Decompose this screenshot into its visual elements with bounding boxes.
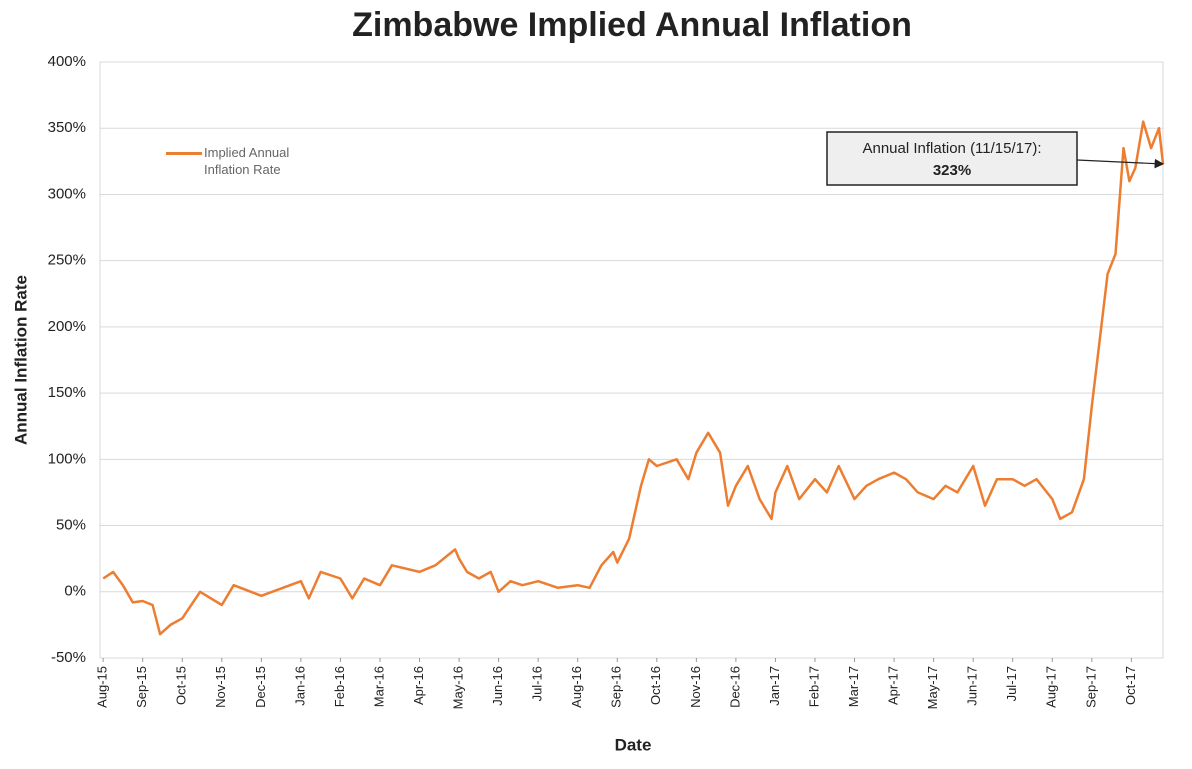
x-tick-label: May-16 [451, 666, 466, 709]
y-tick-label: 0% [64, 583, 86, 600]
y-tick-label: 150% [48, 384, 86, 401]
legend-label: Implied Annual Inflation Rate [204, 145, 290, 177]
x-tick-label: Jan-17 [767, 666, 782, 706]
y-tick-label: 400% [48, 53, 86, 70]
y-tick-label: 100% [48, 450, 86, 467]
x-tick-label: Jul-16 [530, 666, 545, 701]
y-tick-label: 50% [56, 517, 86, 534]
annotation-text: Annual Inflation (11/15/17): [862, 140, 1041, 157]
x-tick-label: May-17 [925, 666, 940, 709]
x-axis-label: Date [615, 735, 652, 754]
annotation-arrow [1076, 158, 1165, 169]
x-tick-label: Apr-17 [886, 666, 901, 705]
x-tick-label: Apr-16 [411, 666, 426, 705]
x-tick-label: Oct-15 [174, 666, 189, 705]
x-tick-label: Sep-17 [1083, 666, 1098, 708]
x-tick-label: Dec-16 [727, 666, 742, 708]
y-axis-label: Annual Inflation Rate [11, 275, 30, 445]
x-tick-label: Oct-16 [648, 666, 663, 705]
y-tick-label: 200% [48, 318, 86, 335]
x-tick-label: Aug-17 [1044, 666, 1059, 708]
annotation-value: 323% [933, 162, 971, 179]
y-tick-label: 250% [48, 252, 86, 269]
x-tick-label: Dec-15 [253, 666, 268, 708]
x-tick-label: Feb-17 [806, 666, 821, 707]
x-tick-label: Mar-17 [846, 666, 861, 707]
x-tick-label: Sep-15 [134, 666, 149, 708]
y-tick-label: 350% [48, 119, 86, 136]
x-tick-label: Sep-16 [609, 666, 624, 708]
legend-swatch [166, 152, 202, 155]
x-tick-label: Jun-17 [965, 666, 980, 706]
x-tick-label: Mar-16 [371, 666, 386, 707]
x-tick-label: Feb-16 [332, 666, 347, 707]
x-tick-label: Jan-16 [292, 666, 307, 706]
y-tick-label: -50% [51, 649, 86, 666]
x-tick-label: Oct-17 [1123, 666, 1138, 705]
x-tick-label: Aug-15 [95, 666, 110, 708]
series-line [102, 120, 1165, 636]
chart-title: Zimbabwe Implied Annual Inflation [352, 6, 912, 44]
x-tick-label: Nov-15 [213, 666, 228, 708]
x-tick-label: Aug-16 [569, 666, 584, 708]
x-tick-label: Jun-16 [490, 666, 505, 706]
y-tick-label: 300% [48, 185, 86, 202]
annotation-box [826, 131, 1078, 186]
x-tick-label: Nov-16 [688, 666, 703, 708]
x-tick-label: Jul-17 [1004, 666, 1019, 701]
legend: Implied Annual Inflation Rate [166, 144, 314, 178]
